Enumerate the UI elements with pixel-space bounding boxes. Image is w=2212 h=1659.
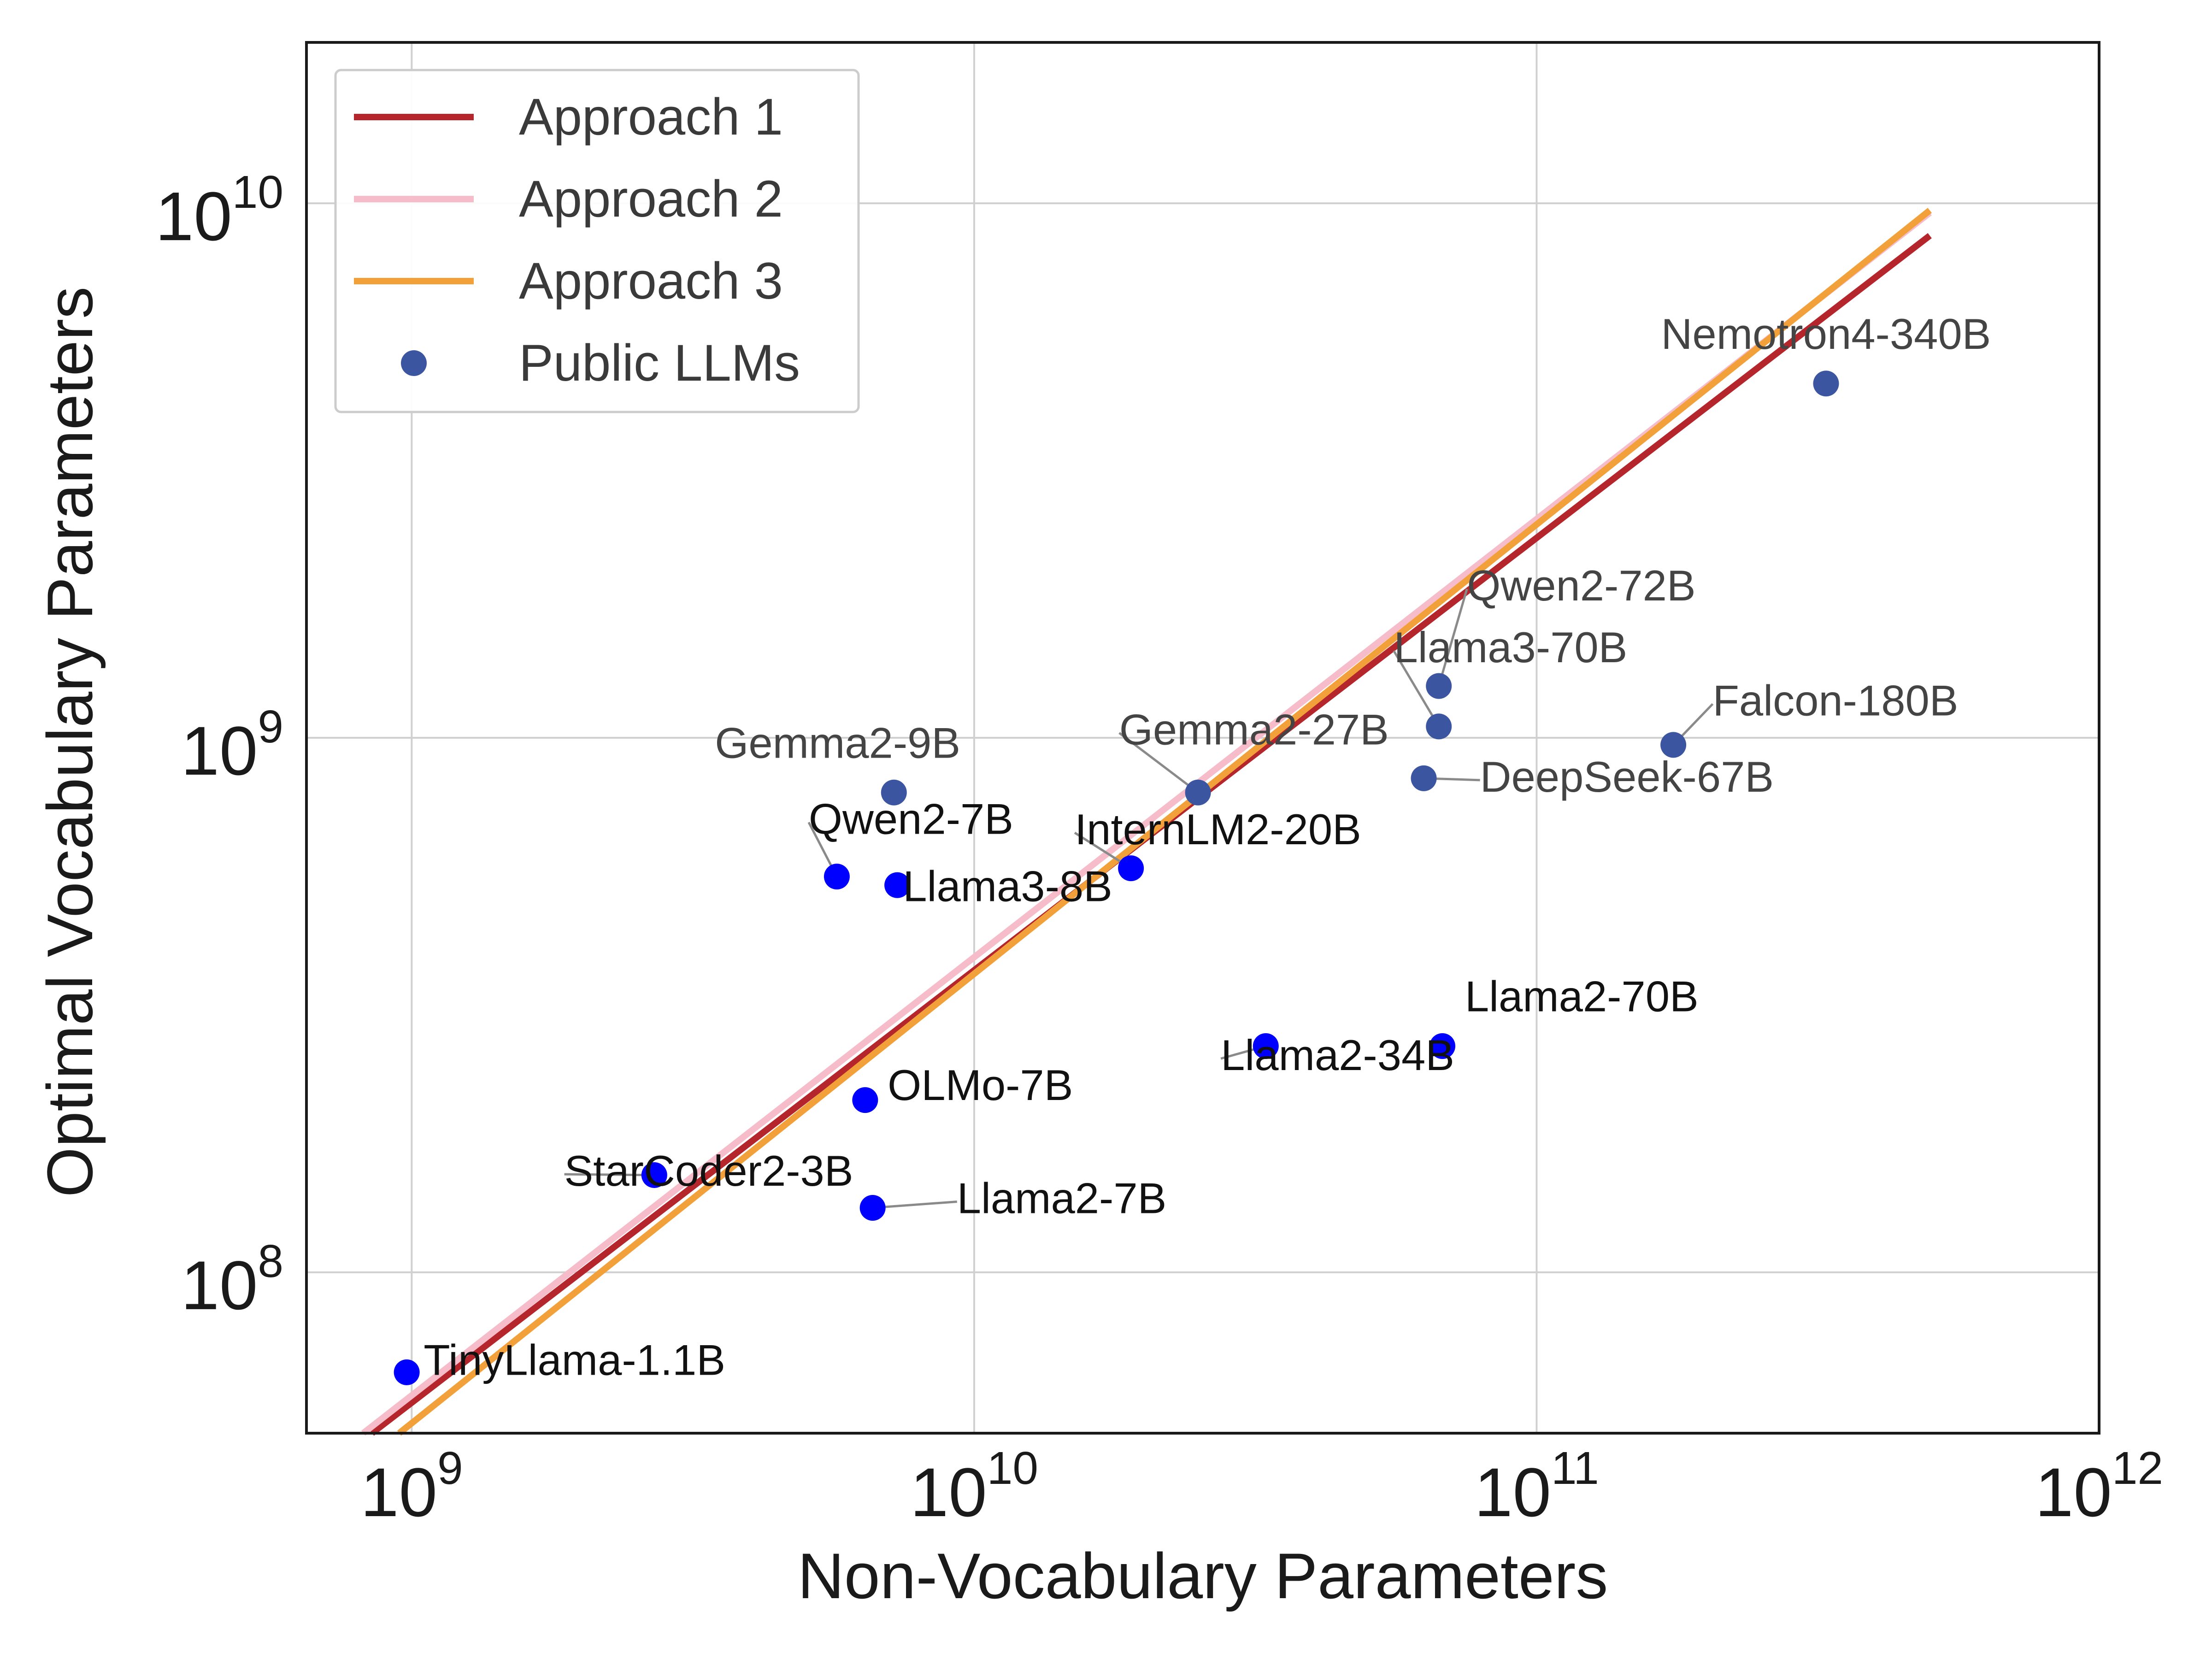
line-approach-3 xyxy=(397,208,1932,1436)
point-label: Llama3-70B xyxy=(1394,623,1628,671)
y-tick-label: 108 xyxy=(181,1235,283,1324)
x-tick-label: 109 xyxy=(360,1442,463,1531)
data-point xyxy=(1411,765,1437,791)
data-point xyxy=(852,1087,878,1113)
point-label: Llama2-7B xyxy=(957,1174,1167,1223)
point-label: OLMo-7B xyxy=(888,1061,1073,1109)
x-tick-label: 1012 xyxy=(2035,1442,2163,1531)
point-label: Gemma2-27B xyxy=(1119,705,1389,753)
data-point xyxy=(1253,1033,1279,1059)
point-label: Falcon-180B xyxy=(1713,677,1959,725)
point-label: Qwen2-7B xyxy=(809,794,1013,843)
legend-label: Public LLMs xyxy=(519,334,800,392)
leader-line xyxy=(1118,732,1199,794)
point-label: Nemotron4-340B xyxy=(1661,310,1991,358)
legend-box xyxy=(334,69,860,413)
x-tick-label: 1011 xyxy=(1474,1442,1599,1531)
data-point xyxy=(881,779,907,806)
leader-line xyxy=(872,1200,957,1209)
legend-marker-swatch xyxy=(401,350,427,376)
y-tick-labels: 108 109 1010 xyxy=(155,166,283,1324)
point-label: Llama2-70B xyxy=(1465,972,1699,1021)
legend-label: Approach 3 xyxy=(519,252,783,310)
data-point xyxy=(1813,371,1839,397)
point-label: DeepSeek-67B xyxy=(1480,753,1774,801)
legend-label: Approach 2 xyxy=(519,170,783,228)
llm-points xyxy=(394,371,1839,1385)
data-point xyxy=(641,1162,667,1188)
y-tick-label: 1010 xyxy=(155,166,283,255)
legend: Approach 1 Approach 2 Approach 3 Public LLM… xyxy=(334,69,860,413)
point-label: InternLM2-20B xyxy=(1075,805,1361,853)
plot-frame xyxy=(305,41,2100,1435)
data-point xyxy=(394,1359,420,1385)
point-label: Llama3-8B xyxy=(903,862,1112,911)
data-point xyxy=(859,1195,886,1221)
point-label: Gemma2-9B xyxy=(715,718,960,767)
data-point xyxy=(1185,779,1211,806)
x-tick-labels: 109 1010 1011 1012 xyxy=(360,1442,2163,1531)
approach-lines xyxy=(361,208,1932,1436)
leader-line xyxy=(1393,650,1440,727)
data-point xyxy=(1426,673,1452,699)
llm-labels: Nemotron4-340B Qwen2-72B Llama3-70B Falcon-… xyxy=(424,310,1991,1384)
leader-line xyxy=(564,1173,654,1177)
data-point xyxy=(1430,1033,1456,1059)
point-label: Llama2-34B xyxy=(1221,1031,1454,1079)
point-label: Qwen2-72B xyxy=(1467,561,1695,610)
leader-line xyxy=(1437,588,1468,687)
data-point xyxy=(824,864,850,890)
point-label: TinyLlama-1.1B xyxy=(424,1336,725,1384)
data-point xyxy=(884,872,911,898)
y-tick-label: 109 xyxy=(181,701,283,789)
x-tick-label: 1010 xyxy=(910,1442,1038,1531)
x-axis-title: Non-Vocabulary Parameters xyxy=(798,1540,1608,1612)
data-point xyxy=(1660,732,1687,758)
data-point xyxy=(1426,713,1452,740)
data-point xyxy=(1118,855,1144,882)
legend-label: Approach 1 xyxy=(519,88,783,146)
point-label: StarCoder2-3B xyxy=(565,1147,853,1195)
y-axis-title: Optimal Vocabulary Parameters xyxy=(34,287,106,1197)
